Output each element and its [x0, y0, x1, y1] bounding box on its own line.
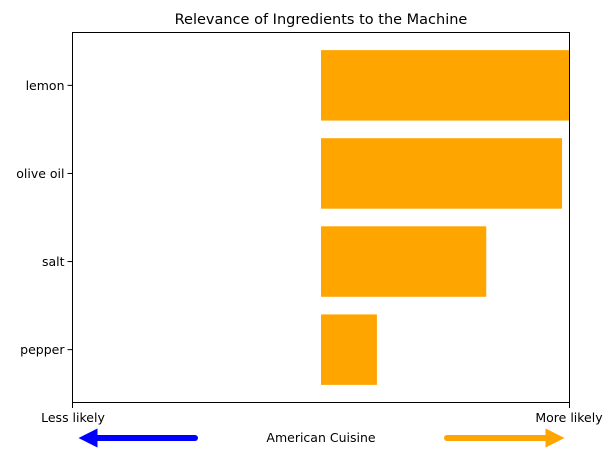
chart-title: Relevance of Ingredients to the Machine — [175, 12, 468, 28]
y-tick-label-salt: salt — [42, 254, 65, 269]
y-tick-labels: lemon olive oil salt pepper — [16, 78, 73, 357]
bar-lemon — [321, 50, 570, 121]
y-tick-label-pepper: pepper — [20, 342, 65, 357]
bar-salt — [321, 226, 487, 297]
plot-frame — [72, 32, 570, 403]
x-tick-label-less-likely: Less likely — [41, 410, 105, 425]
bar-olive-oil — [321, 138, 563, 209]
y-tick-label-lemon: lemon — [26, 78, 65, 93]
y-tick-label-olive-oil: olive oil — [16, 166, 64, 181]
x-tick-label-more-likely: More likely — [535, 410, 603, 425]
footer-label: American Cuisine — [266, 430, 375, 445]
bars-group — [321, 50, 570, 385]
bar-pepper — [321, 314, 377, 385]
